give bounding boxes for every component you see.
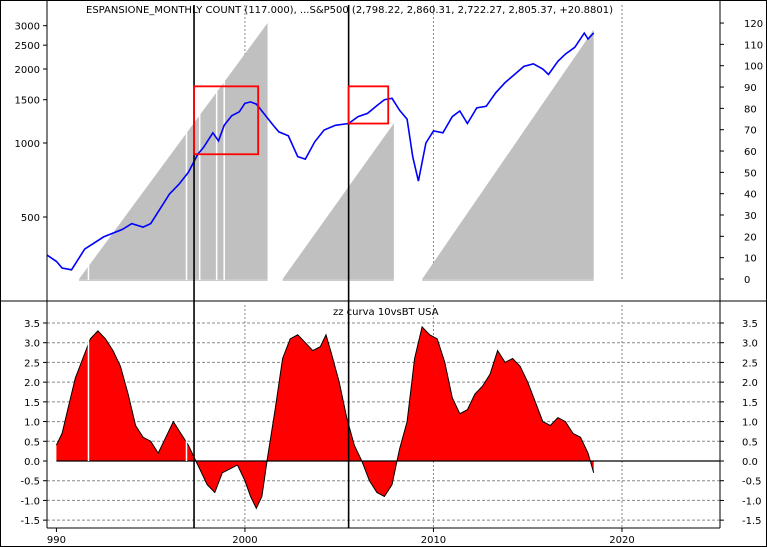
top-left-tick-label: 1000 bbox=[15, 139, 40, 150]
bottom-chart-title: zz curva 10vsBT USA bbox=[333, 307, 439, 318]
bottom-left-tick-label: -1.5 bbox=[20, 516, 40, 527]
top-left-tick-label: 3000 bbox=[15, 22, 40, 33]
bottom-right-tick-label: -0.5 bbox=[742, 477, 762, 488]
bottom-left-tick-label: 2.5 bbox=[24, 358, 40, 369]
top-right-tick-label: 0 bbox=[744, 275, 750, 286]
top-left-tick-label: 500 bbox=[21, 213, 40, 224]
bottom-right-tick-label: 2.5 bbox=[742, 358, 758, 369]
bottom-left-tick-label: 1.5 bbox=[24, 398, 40, 409]
bottom-left-tick-label: 0.5 bbox=[24, 437, 40, 448]
bottom-right-tick-label: -1.5 bbox=[742, 516, 762, 527]
oscillator-line bbox=[55, 325, 595, 510]
bottom-right-tick-label: 3.0 bbox=[742, 339, 758, 350]
bottom-right-tick-label: 2.0 bbox=[742, 378, 758, 389]
bottom-right-tick-label: 0.0 bbox=[742, 457, 758, 468]
bottom-right-tick-label: 1.5 bbox=[742, 398, 758, 409]
bottom-right-tick-label: 1.0 bbox=[742, 418, 758, 429]
highlight-box-1 bbox=[347, 85, 390, 125]
bottom-left-tick-label: 3.5 bbox=[24, 319, 40, 330]
bottom-left-tick-label: -1.0 bbox=[20, 496, 40, 507]
bottom-right-tick-label: 3.5 bbox=[742, 319, 758, 330]
top-left-tick-label: 1500 bbox=[15, 96, 40, 107]
bottom-left-tick-label: 0.0 bbox=[24, 457, 40, 468]
bottom-right-tick-label: -1.0 bbox=[742, 496, 762, 507]
top-chart-title: ESPANSIONE_MONTHLY COUNT (117.000), ...S… bbox=[86, 5, 613, 16]
highlight-box-0 bbox=[193, 85, 260, 156]
bottom-left-tick-label: -0.5 bbox=[20, 477, 40, 488]
sp500-line bbox=[46, 31, 595, 271]
top-left-tick-label: 2500 bbox=[15, 41, 40, 52]
top-right-tick-label: 120 bbox=[744, 19, 763, 30]
top-right-tick-label: 20 bbox=[744, 232, 757, 243]
top-right-tick-label: 100 bbox=[744, 62, 763, 73]
top-right-tick-label: 70 bbox=[744, 126, 757, 137]
count-area-segment-1 bbox=[282, 123, 394, 279]
top-right-tick-label: 50 bbox=[744, 168, 757, 179]
x-tick-label: 990 bbox=[47, 535, 66, 546]
top-right-tick-label: 40 bbox=[744, 190, 757, 201]
top-right-tick-label: 80 bbox=[744, 104, 757, 115]
x-tick-label: 2010 bbox=[421, 535, 446, 546]
top-right-tick-label: 10 bbox=[744, 254, 757, 265]
bottom-left-tick-label: 2.0 bbox=[24, 378, 40, 389]
top-right-tick-label: 60 bbox=[744, 147, 757, 158]
top-right-tick-label: 90 bbox=[744, 83, 757, 94]
count-area-segment-2 bbox=[422, 29, 594, 280]
x-tick-label: 2000 bbox=[232, 535, 257, 546]
top-right-tick-label: 110 bbox=[744, 40, 763, 51]
bottom-left-tick-label: 3.0 bbox=[24, 339, 40, 350]
count-area-segment-0 bbox=[79, 23, 268, 279]
bottom-right-tick-label: 0.5 bbox=[742, 437, 758, 448]
top-right-tick-label: 30 bbox=[744, 211, 757, 222]
top-left-tick-label: 2000 bbox=[15, 65, 40, 76]
oscillator-area bbox=[56, 326, 594, 509]
bottom-left-tick-label: 1.0 bbox=[24, 418, 40, 429]
x-tick-label: 2020 bbox=[609, 535, 634, 546]
